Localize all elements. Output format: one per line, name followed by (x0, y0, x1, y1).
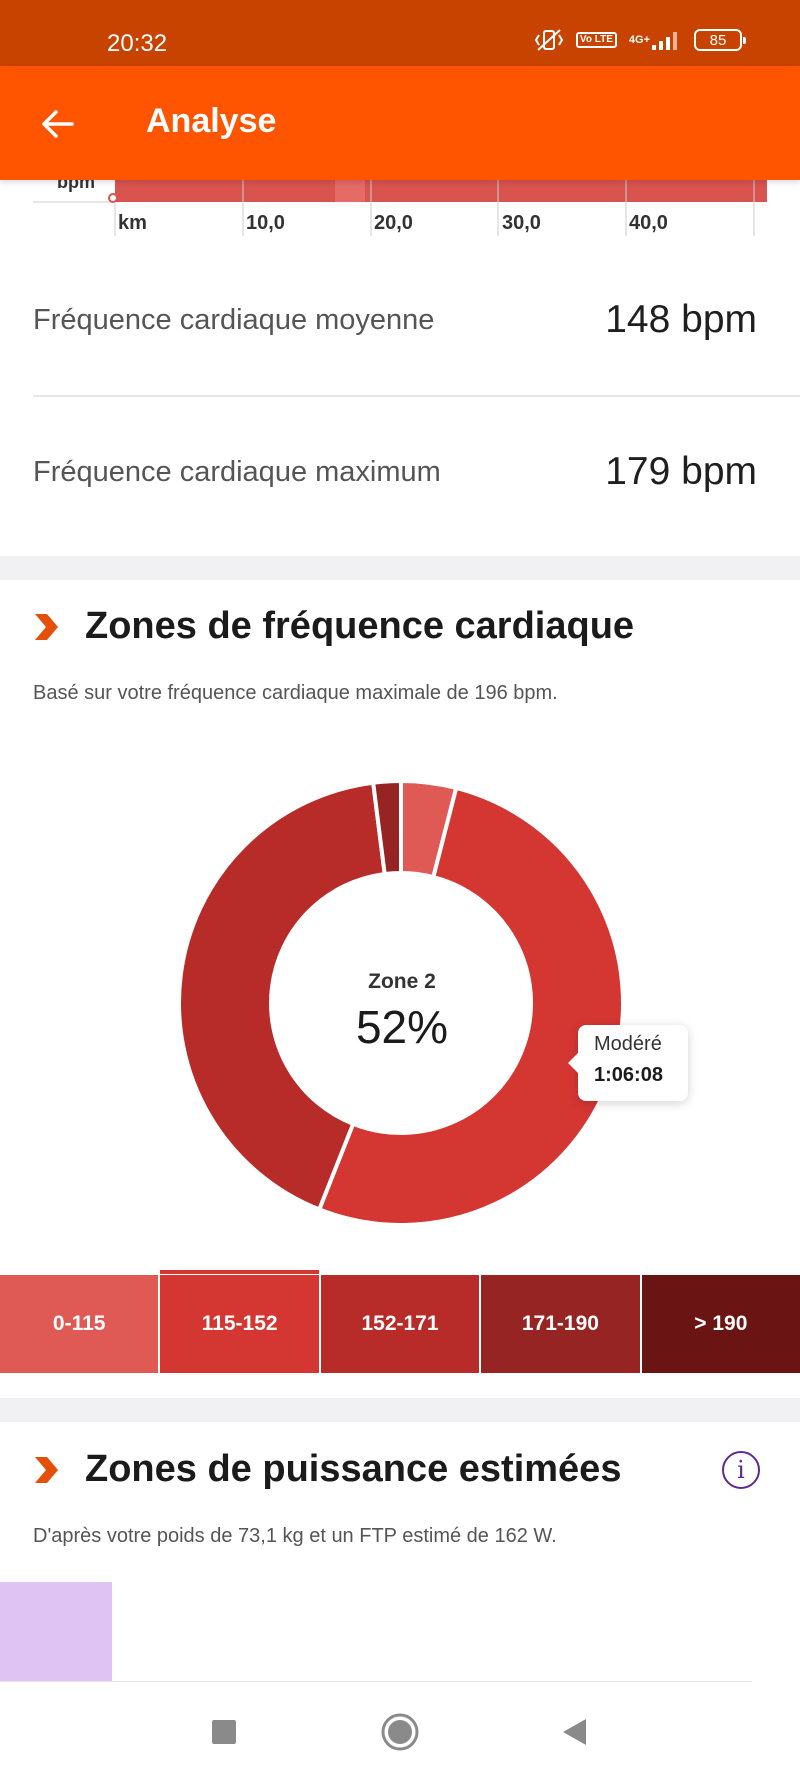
stat-label: Fréquence cardiaque maximum (33, 455, 441, 488)
status-bar: 20:32 Vo LTE 4G+ 85 (0, 0, 800, 66)
section-separator (0, 1398, 800, 1422)
app-bar: Analyse (0, 66, 800, 180)
donut-center-label: Zone 2 52% (302, 970, 502, 1054)
page-title: Analyse (146, 102, 277, 140)
x-tick-label: 40,0 (629, 212, 668, 234)
zone-tab[interactable]: 171-190 (481, 1275, 640, 1373)
battery-icon: 85 (694, 29, 746, 51)
signal-icon: 4G+ (629, 29, 682, 51)
back-nav-button[interactable] (552, 1710, 596, 1754)
stat-label: Fréquence cardiaque moyenne (33, 303, 435, 336)
stat-value: 148 bpm (605, 298, 757, 341)
x-axis-unit: km (118, 212, 147, 234)
chevron-right-icon (35, 1456, 58, 1483)
stat-value: 179 bpm (605, 450, 757, 493)
arrow-left-icon (42, 110, 74, 138)
status-time: 20:32 (107, 30, 168, 57)
zone-tab[interactable]: > 190 (641, 1275, 800, 1373)
home-button[interactable] (378, 1710, 422, 1754)
volte-icon: Vo LTE (575, 32, 617, 48)
zone-tab-selected[interactable]: 115-152 (160, 1270, 320, 1373)
power-zone-bar (0, 1582, 112, 1682)
hr-zones-header: Zones de fréquence cardiaque (33, 605, 634, 648)
donut-slice-152-171[interactable] (178, 780, 387, 1213)
zone-tab[interactable]: 0-115 (0, 1275, 159, 1373)
stat-max-hr: Fréquence cardiaque maximum 179 bpm (33, 397, 800, 547)
zone-tabs: 0-115 115-152 152-171 171-190 > 190 (0, 1270, 800, 1373)
circle-home-icon (381, 1713, 419, 1751)
tooltip-label: Modéré (594, 1033, 662, 1055)
hr-zones-donut-chart[interactable] (178, 780, 624, 1226)
system-nav-bar (0, 1684, 800, 1778)
network-type: 4G+ (628, 33, 650, 46)
x-tick-label: 30,0 (502, 212, 541, 234)
back-button[interactable] (40, 106, 76, 142)
triangle-back-icon (563, 1719, 586, 1745)
x-tick-label: 20,0 (374, 212, 413, 234)
selected-zone-name: Zone 2 (368, 970, 436, 993)
section-subtitle: Basé sur votre fréquence cardiaque maxim… (33, 682, 558, 704)
divider (0, 1681, 752, 1682)
divider (33, 395, 800, 397)
donut-slice-171-190[interactable] (370, 780, 403, 877)
donut-slice-115-152[interactable] (316, 785, 624, 1226)
chevron-right-icon (35, 613, 58, 640)
section-title: Zones de puissance estimées (85, 1448, 622, 1490)
zone-tooltip: Modéré 1:06:08 (568, 1025, 688, 1101)
square-recents-icon (212, 1720, 236, 1744)
section-title: Zones de fréquence cardiaque (85, 605, 635, 647)
stat-avg-hr: Fréquence cardiaque moyenne 148 bpm (33, 245, 800, 395)
section-subtitle: D'après votre poids de 73,1 kg et un FTP… (33, 1525, 557, 1547)
battery-level: 85 (709, 31, 727, 49)
info-icon[interactable]: i (722, 1451, 760, 1489)
recents-button[interactable] (202, 1710, 246, 1754)
selected-zone-percent: 52% (355, 1001, 449, 1053)
section-separator (0, 556, 800, 580)
tooltip-time: 1:06:08 (594, 1064, 663, 1086)
zone-tab[interactable]: 152-171 (320, 1275, 480, 1373)
hr-line-chart: bpm km 10,0 20,0 30,0 40,0 (0, 170, 800, 240)
vibrate-off-icon (534, 28, 564, 52)
status-icons: Vo LTE 4G+ 85 (534, 28, 746, 52)
power-zones-header: Zones de puissance estimées (33, 1448, 621, 1491)
x-tick-label: 10,0 (246, 212, 285, 234)
